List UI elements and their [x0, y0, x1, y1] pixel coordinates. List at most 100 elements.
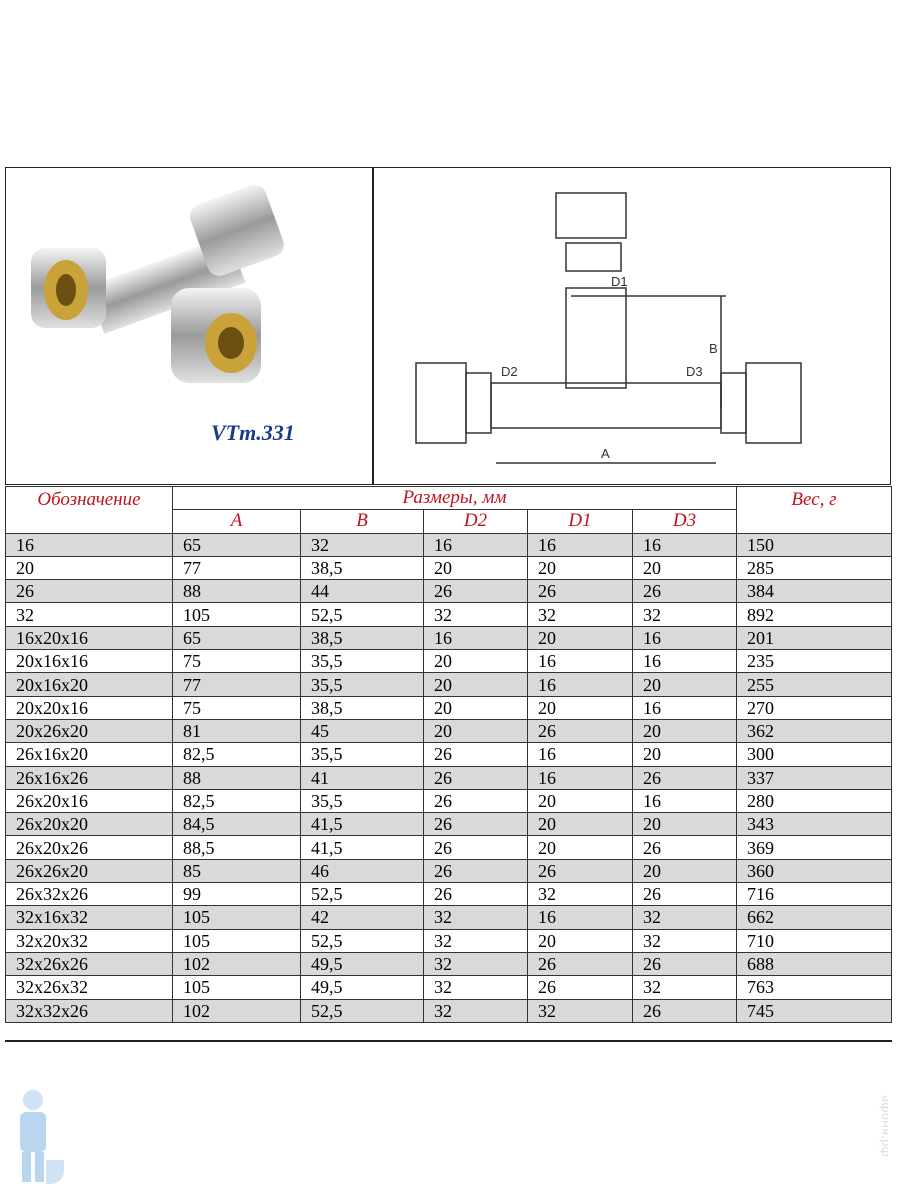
cell-d3: 16 [632, 625, 737, 651]
label-a: A [601, 446, 610, 461]
cell-b: 52,5 [300, 602, 424, 627]
model-name: VTm.331 [211, 420, 295, 445]
cell-weight: 270 [736, 695, 892, 720]
cell-d2: 26 [423, 812, 528, 837]
cell-d2: 16 [423, 625, 528, 651]
cell-designation: 26x20x20 [5, 812, 173, 837]
cell-weight: 716 [736, 882, 892, 907]
table-row: 26x16x26 88 41 26 16 26 337 [5, 765, 892, 790]
divider [372, 168, 374, 484]
cell-designation: 16x20x16 [5, 625, 173, 651]
cell-designation: 26x16x26 [5, 765, 173, 790]
cell-d1: 20 [527, 555, 633, 581]
cell-d2: 26 [423, 882, 528, 907]
cell-a: 85 [172, 858, 301, 884]
header-a: A [172, 509, 301, 534]
cell-d3: 16 [632, 695, 737, 720]
cell-d1: 26 [527, 951, 633, 977]
table-row: 32x16x32 105 42 32 16 32 662 [5, 905, 892, 930]
cell-d2: 26 [423, 788, 528, 814]
cell-d1: 20 [527, 625, 633, 651]
cell-weight: 360 [736, 858, 892, 884]
cell-d1: 32 [527, 998, 633, 1023]
header-d2: D2 [423, 509, 528, 534]
cell-weight: 362 [736, 718, 892, 744]
cell-designation: 16 [5, 532, 173, 557]
cell-weight: 235 [736, 649, 892, 674]
table-row: 20x20x16 75 38,5 20 20 16 270 [5, 695, 892, 720]
cell-d2: 32 [423, 928, 528, 953]
cell-weight: 343 [736, 812, 892, 837]
cell-d2: 16 [423, 532, 528, 557]
table-row: 26x20x16 82,5 35,5 26 20 16 280 [5, 788, 892, 814]
cell-designation: 32x26x26 [5, 951, 173, 977]
cell-b: 41 [300, 765, 424, 790]
cell-weight: 280 [736, 788, 892, 814]
cell-b: 49,5 [300, 975, 424, 1000]
cell-designation: 32x32x26 [5, 998, 173, 1023]
cell-d1: 26 [527, 975, 633, 1000]
cell-d1: 26 [527, 718, 633, 744]
cell-d3: 20 [632, 555, 737, 581]
cell-b: 35,5 [300, 788, 424, 814]
label-d2: D2 [501, 364, 518, 379]
cell-a: 82,5 [172, 742, 301, 767]
table-row: 26x26x20 85 46 26 26 20 360 [5, 858, 892, 884]
cell-d1: 20 [527, 928, 633, 953]
cell-d2: 26 [423, 858, 528, 884]
cell-a: 102 [172, 998, 301, 1023]
table-row: 20x16x16 75 35,5 20 16 16 235 [5, 649, 892, 674]
cell-a: 77 [172, 555, 301, 581]
cell-d3: 32 [632, 602, 737, 627]
cell-designation: 26x32x26 [5, 882, 173, 907]
cell-b: 38,5 [300, 555, 424, 581]
cell-a: 105 [172, 928, 301, 953]
cell-weight: 688 [736, 951, 892, 977]
cell-weight: 892 [736, 602, 892, 627]
cell-d2: 26 [423, 765, 528, 790]
cell-a: 75 [172, 649, 301, 674]
table-row: 26x32x26 99 52,5 26 32 26 716 [5, 882, 892, 907]
divider [5, 1040, 892, 1042]
watermark: афоня.рф [879, 1095, 888, 1157]
cell-designation: 32x16x32 [5, 905, 173, 930]
cell-b: 32 [300, 532, 424, 557]
table-row: 32x20x32 105 52,5 32 20 32 710 [5, 928, 892, 953]
table-row: 32x26x26 102 49,5 32 26 26 688 [5, 951, 892, 977]
cell-d2: 20 [423, 672, 528, 697]
header-dimensions: Размеры, мм [172, 485, 737, 511]
cell-a: 105 [172, 975, 301, 1000]
cell-designation: 20x16x20 [5, 672, 173, 697]
cell-a: 105 [172, 905, 301, 930]
cell-d3: 26 [632, 835, 737, 860]
table-row: 32x32x26 102 52,5 32 32 26 745 [5, 998, 892, 1023]
product-header-box: VTm.331 D1 D2 D3 A B [5, 167, 891, 485]
cell-d2: 20 [423, 718, 528, 744]
cell-d3: 26 [632, 579, 737, 604]
cell-d3: 26 [632, 998, 737, 1023]
cell-designation: 26x20x26 [5, 835, 173, 860]
cell-b: 49,5 [300, 951, 424, 977]
cell-a: 88 [172, 765, 301, 790]
cell-weight: 369 [736, 835, 892, 860]
cell-b: 35,5 [300, 742, 424, 767]
table-row: 32 105 52,5 32 32 32 892 [5, 602, 892, 627]
cell-weight: 662 [736, 905, 892, 930]
table-row: 26x16x20 82,5 35,5 26 16 20 300 [5, 742, 892, 767]
table-row: 26x20x26 88,5 41,5 26 20 26 369 [5, 835, 892, 860]
cell-a: 105 [172, 602, 301, 627]
cell-d1: 16 [527, 532, 633, 557]
cell-b: 45 [300, 718, 424, 744]
plumber-mascot-logo [20, 1090, 64, 1184]
cell-d3: 20 [632, 858, 737, 884]
cell-a: 65 [172, 532, 301, 557]
cell-b: 38,5 [300, 695, 424, 720]
cell-designation: 26x26x20 [5, 858, 173, 884]
table-row: 32x26x32 105 49,5 32 26 32 763 [5, 975, 892, 1000]
cell-b: 52,5 [300, 928, 424, 953]
cell-b: 41,5 [300, 835, 424, 860]
table-row: 26x20x20 84,5 41,5 26 20 20 343 [5, 812, 892, 837]
cell-weight: 710 [736, 928, 892, 953]
header-d3: D3 [632, 509, 737, 534]
cell-weight: 337 [736, 765, 892, 790]
